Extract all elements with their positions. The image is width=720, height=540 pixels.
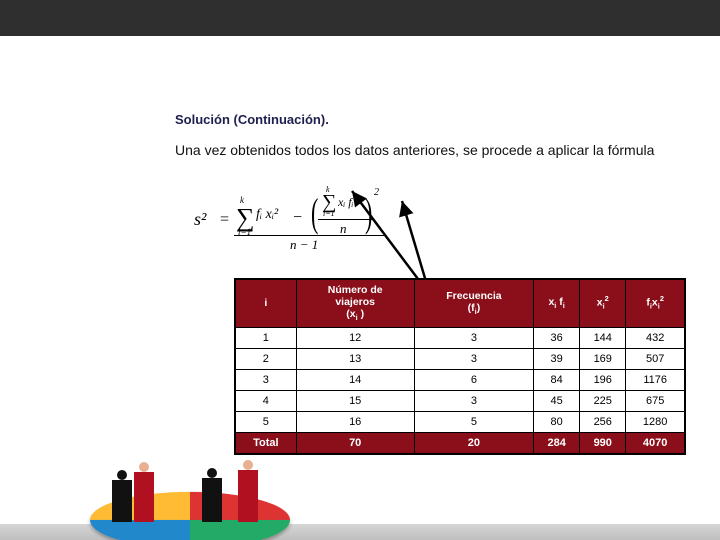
formula-lhs: s² bbox=[194, 209, 206, 230]
cell: 15 bbox=[296, 390, 414, 411]
cell: 196 bbox=[580, 369, 626, 390]
col-i: i bbox=[235, 279, 296, 327]
cell: 4 bbox=[235, 390, 296, 411]
cell: 675 bbox=[626, 390, 685, 411]
top-bar bbox=[0, 0, 720, 36]
col-xi: Número deviajeros(xi ) bbox=[296, 279, 414, 327]
silhouette-icon bbox=[134, 472, 154, 522]
cell: 36 bbox=[534, 327, 580, 348]
exponent-2: 2 bbox=[374, 187, 379, 198]
minus-sign: − bbox=[292, 209, 303, 227]
cell: 225 bbox=[580, 390, 626, 411]
cell: 84 bbox=[534, 369, 580, 390]
cell: 1 bbox=[235, 327, 296, 348]
annotation-arrows bbox=[400, 185, 490, 275]
cell: 14 bbox=[296, 369, 414, 390]
cell: 13 bbox=[296, 348, 414, 369]
term-xifi: xᵢ fᵢ bbox=[338, 195, 353, 210]
col-xi2: xi2 bbox=[580, 279, 626, 327]
cell: 1176 bbox=[626, 369, 685, 390]
content-area: Solución (Continuación). Una vez obtenid… bbox=[175, 112, 695, 170]
cell: 507 bbox=[626, 348, 685, 369]
cell: 3 bbox=[235, 369, 296, 390]
table-row: 4 15 3 45 225 675 bbox=[235, 390, 685, 411]
cell: 6 bbox=[414, 369, 533, 390]
silhouette-icon bbox=[112, 480, 132, 522]
col-i-label: i bbox=[264, 297, 267, 309]
col-fixi2: fixi2 bbox=[626, 279, 685, 327]
decorative-footer bbox=[0, 420, 720, 540]
slide: Solución (Continuación). Una vez obtenid… bbox=[0, 0, 720, 540]
silhouette-icon bbox=[238, 470, 258, 522]
cell: 3 bbox=[414, 390, 533, 411]
cell: 169 bbox=[580, 348, 626, 369]
outer-denominator: n − 1 bbox=[290, 237, 318, 253]
intro-paragraph: Una vez obtenidos todos los datos anteri… bbox=[175, 141, 695, 160]
sigma-2-idx: i=1 bbox=[323, 209, 335, 218]
silhouette-icon bbox=[202, 478, 222, 522]
table-header-row: i Número deviajeros(xi ) Frecuencia(fi) … bbox=[235, 279, 685, 327]
table-row: 3 14 6 84 196 1176 bbox=[235, 369, 685, 390]
paren-left: ( bbox=[311, 189, 318, 236]
col-fi: Frecuencia(fi) bbox=[414, 279, 533, 327]
sigma-2-k: k bbox=[326, 185, 330, 194]
term-fixi2: fᵢ xᵢ² bbox=[256, 207, 278, 223]
cell: 144 bbox=[580, 327, 626, 348]
cell: 39 bbox=[534, 348, 580, 369]
table-row: 2 13 3 39 169 507 bbox=[235, 348, 685, 369]
cell: 432 bbox=[626, 327, 685, 348]
cell: 12 bbox=[296, 327, 414, 348]
cell: 2 bbox=[235, 348, 296, 369]
formula-equals: = bbox=[220, 211, 229, 229]
outer-fraction-bar bbox=[234, 235, 384, 236]
table-row: 1 12 3 36 144 432 bbox=[235, 327, 685, 348]
slide-title: Solución (Continuación). bbox=[175, 112, 695, 127]
col-xifi: xi fi bbox=[534, 279, 580, 327]
cell: 45 bbox=[534, 390, 580, 411]
cell: 3 bbox=[414, 348, 533, 369]
inner-fraction-bar bbox=[318, 219, 374, 220]
cell: 3 bbox=[414, 327, 533, 348]
sigma-1-k: k bbox=[240, 195, 244, 205]
